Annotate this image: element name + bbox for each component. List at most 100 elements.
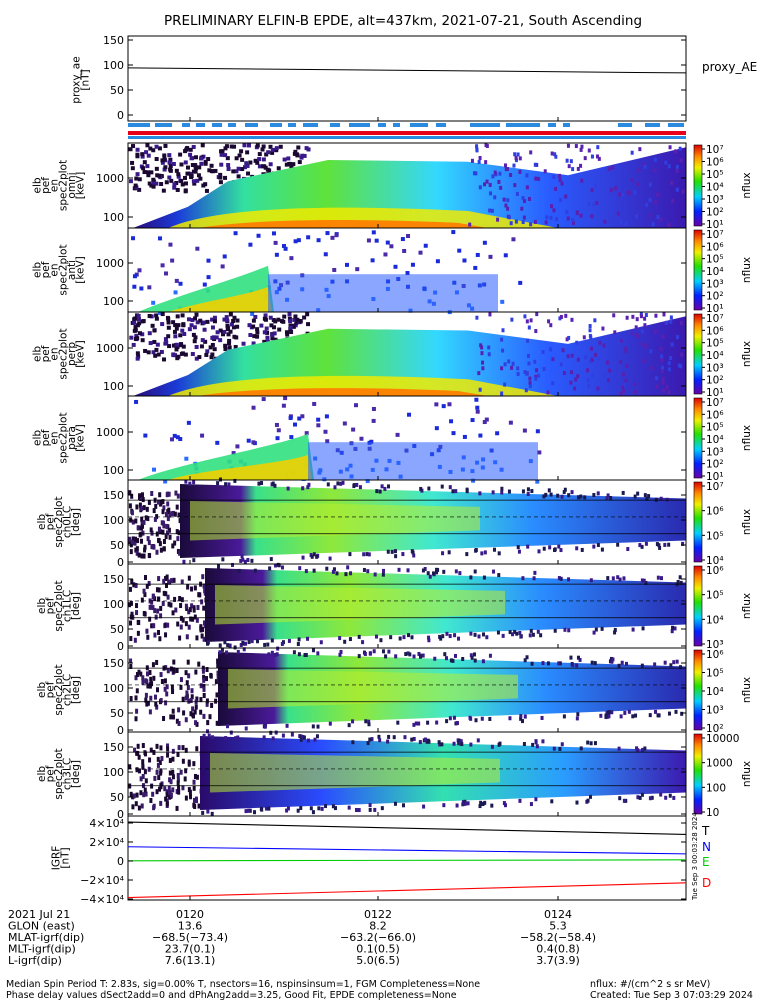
spectrogram-cell <box>164 180 169 185</box>
spectrogram-cell <box>457 741 461 746</box>
spectrogram-cell <box>462 434 467 439</box>
spectrogram-cell <box>128 147 133 152</box>
x-row-value: −58.2(−58.4) <box>520 931 596 944</box>
spectrogram-cell <box>528 376 532 381</box>
spectrogram-cell <box>558 178 562 183</box>
spectrogram-cell <box>470 418 475 423</box>
spectrogram-cell <box>157 310 162 315</box>
spectrogram-cell <box>185 690 189 696</box>
spectrogram-cell <box>503 163 507 168</box>
spectrogram-cell <box>226 332 231 337</box>
spectrogram-cell <box>273 240 278 245</box>
spectrogram-cell <box>635 332 639 337</box>
spectrogram-cell <box>151 300 156 305</box>
spectrogram-cell <box>325 231 330 236</box>
spectrogram-cell <box>368 737 372 742</box>
spectrogram-cell <box>274 146 279 151</box>
spectrogram-cell <box>154 313 159 318</box>
spectrogram-cell <box>355 482 359 487</box>
spectrogram-cell <box>656 192 660 197</box>
spectrogram-cell <box>151 593 155 599</box>
spectrogram-cell <box>175 435 180 440</box>
spectrogram-cell <box>490 744 494 749</box>
spectrogram-cell <box>571 218 575 223</box>
spectrogram-cell <box>203 339 208 344</box>
spectrogram-cell <box>193 804 197 810</box>
spectrogram-cell <box>228 312 233 317</box>
y-axis-label-line: pef <box>40 177 52 194</box>
spectrogram-cell <box>150 544 154 550</box>
colorbar-tick-label: 10³ <box>706 194 724 206</box>
spectrogram-cell <box>640 578 644 583</box>
y-tick-label: 50 <box>110 623 124 636</box>
y-tick-label: 1000 <box>96 426 124 439</box>
spectrogram-cell <box>257 157 262 162</box>
spectrogram-cell <box>546 390 550 395</box>
spectrogram-cell <box>545 215 549 220</box>
colorbar-label: nflux <box>741 509 753 535</box>
spectrogram-cell <box>344 262 349 267</box>
spectrogram-cell <box>175 529 179 535</box>
spectrogram-cell <box>200 338 205 343</box>
spectrogram-cell <box>364 719 368 724</box>
spectrogram-cell <box>163 686 167 692</box>
spectrogram-cell <box>248 808 252 813</box>
spectrogram-cell <box>483 800 487 805</box>
coverage-dash <box>563 123 570 127</box>
spectrogram-cell <box>650 366 654 371</box>
spectrogram-cell <box>475 405 480 410</box>
coverage-dash <box>303 123 318 127</box>
spectrogram-cell <box>537 450 542 455</box>
spectrogram-cell <box>221 557 225 562</box>
spectrogram-cell <box>645 202 649 207</box>
spectrogram-cell <box>190 694 194 700</box>
spectrogram-cell <box>203 588 207 594</box>
coverage-dash <box>212 123 222 127</box>
spectrogram-cell <box>651 222 655 227</box>
spectrogram-cell <box>387 649 391 654</box>
spectrogram-cell <box>136 619 140 625</box>
spectrogram-cell <box>547 319 551 324</box>
spectrogram-cell <box>220 264 225 269</box>
spectrogram-cell <box>653 157 657 162</box>
spectrogram-cell <box>212 315 217 320</box>
spectrogram-cell <box>166 594 170 600</box>
spectrogram-cell <box>168 534 172 540</box>
spectrogram-cell <box>298 566 302 571</box>
y-axis-label-line: en <box>49 263 61 276</box>
spectrogram-cell <box>418 740 422 745</box>
spectrogram-cell <box>379 638 383 643</box>
spectrogram-cell <box>267 806 271 811</box>
spectrogram-cell <box>224 144 229 149</box>
spectrogram-cell <box>129 663 133 669</box>
spectrogram-cell <box>590 214 594 219</box>
spectrogram-cell <box>197 355 202 360</box>
spectrogram-cell <box>193 169 198 174</box>
spectrogram-cell <box>140 597 144 603</box>
colorbar-tick-label: 10⁷ <box>706 481 724 493</box>
colorbar-tick-label: 10⁵ <box>706 530 724 542</box>
spectrogram-cell <box>135 672 139 678</box>
colorbar-tick-label: 10⁴ <box>706 434 724 446</box>
spectrogram-cell <box>280 641 284 646</box>
spectrogram-cell <box>372 649 376 654</box>
y-axis-label-line: [deg] <box>70 760 82 788</box>
spectrogram-cell <box>209 169 214 174</box>
spectrogram-cell <box>177 707 181 713</box>
spectrogram-cell <box>287 316 292 321</box>
spectrogram-cell <box>268 144 273 149</box>
y-axis-label: IGRF[nT] <box>51 846 72 871</box>
spectrogram-cell <box>159 800 163 806</box>
spectrogram-cell <box>668 793 672 798</box>
spectrogram-cell <box>227 338 232 343</box>
spectrogram-cell <box>219 152 224 157</box>
spectrogram-cell <box>134 582 138 588</box>
spectrogram-cell <box>369 439 374 444</box>
spectrogram-cell <box>535 368 539 373</box>
spectrogram-cell <box>161 509 165 515</box>
spectrogram-cell <box>649 349 653 354</box>
spectrogram-cell <box>191 145 196 150</box>
spectrogram-cell <box>296 641 300 646</box>
spectrogram-cell <box>268 566 272 571</box>
y-axis-label-line: pef <box>44 597 56 614</box>
